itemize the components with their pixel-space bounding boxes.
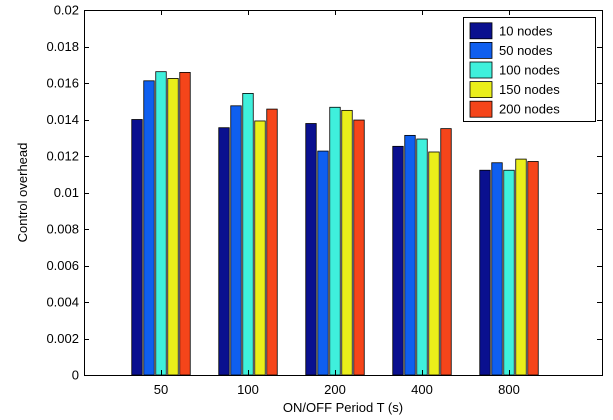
y-tick-label: 0.016 — [46, 76, 79, 91]
bar-50-nodes-100 — [230, 105, 242, 376]
x-tick-label: 200 — [324, 382, 346, 397]
x-tick-label: 50 — [154, 382, 168, 397]
bar-200-nodes-200 — [353, 119, 365, 376]
y-tick-label: 0.002 — [46, 331, 79, 346]
bar-150-nodes-200 — [341, 109, 353, 376]
x-tick-label: 400 — [411, 382, 433, 397]
bar-150-nodes-50 — [167, 78, 179, 376]
bar-150-nodes-100 — [254, 120, 266, 376]
x-tick-label: 100 — [237, 382, 259, 397]
bar-10-nodes-800 — [479, 169, 491, 376]
bar-100-nodes-50 — [155, 71, 167, 376]
legend-label: 10 nodes — [499, 23, 553, 38]
legend-swatch — [469, 22, 493, 40]
legend: 10 nodes 50 nodes 100 nodes 150 nodes 200 no… — [463, 17, 596, 122]
x-axis: 50 100 200 400 800 — [154, 10, 520, 397]
bar-10-nodes-200 — [305, 123, 317, 376]
y-axis: 0 0.002 0.004 0.006 0.008 0.01 0.012 0.014 0.016… — [46, 3, 602, 383]
legend-label: 200 nodes — [499, 102, 560, 117]
bar-50-nodes-800 — [491, 162, 503, 376]
y-tick-label: 0.004 — [46, 295, 79, 310]
bar-50-nodes-200 — [317, 150, 329, 376]
y-axis-title: Control overhead — [15, 143, 30, 243]
legend-label: 100 nodes — [499, 63, 560, 78]
legend-swatch — [469, 61, 493, 79]
legend-label: 50 nodes — [499, 43, 553, 58]
bars-layer — [131, 71, 539, 376]
bar-10-nodes-100 — [218, 127, 230, 376]
bar-200-nodes-800 — [527, 161, 539, 376]
legend-label: 150 nodes — [499, 82, 560, 97]
bar-10-nodes-50 — [131, 119, 143, 376]
bar-150-nodes-800 — [515, 158, 527, 376]
bar-10-nodes-400 — [392, 145, 404, 376]
bar-100-nodes-100 — [242, 93, 254, 376]
x-axis-title: ON/OFF Period T (s) — [283, 400, 403, 415]
bar-50-nodes-400 — [404, 134, 416, 376]
bar-200-nodes-100 — [266, 108, 278, 376]
y-tick-label: 0.008 — [46, 222, 79, 237]
bar-200-nodes-50 — [179, 72, 191, 376]
y-tick-label: 0.02 — [54, 3, 79, 18]
y-tick-label: 0.01 — [54, 185, 79, 200]
y-tick-label: 0.012 — [46, 149, 79, 164]
legend-swatch — [469, 81, 493, 98]
bar-50-nodes-50 — [143, 80, 155, 376]
bar-100-nodes-800 — [503, 169, 515, 376]
y-tick-label: 0 — [72, 368, 79, 383]
y-tick-label: 0.006 — [46, 258, 79, 273]
bar-200-nodes-400 — [440, 128, 452, 376]
bar-150-nodes-400 — [428, 151, 440, 376]
legend-swatch — [469, 42, 493, 59]
y-tick-label: 0.014 — [46, 112, 79, 127]
x-tick-label: 800 — [498, 382, 520, 397]
bar-100-nodes-400 — [416, 138, 428, 376]
bar-100-nodes-200 — [329, 106, 341, 376]
y-tick-label: 0.018 — [46, 39, 79, 54]
legend-swatch — [469, 100, 493, 118]
